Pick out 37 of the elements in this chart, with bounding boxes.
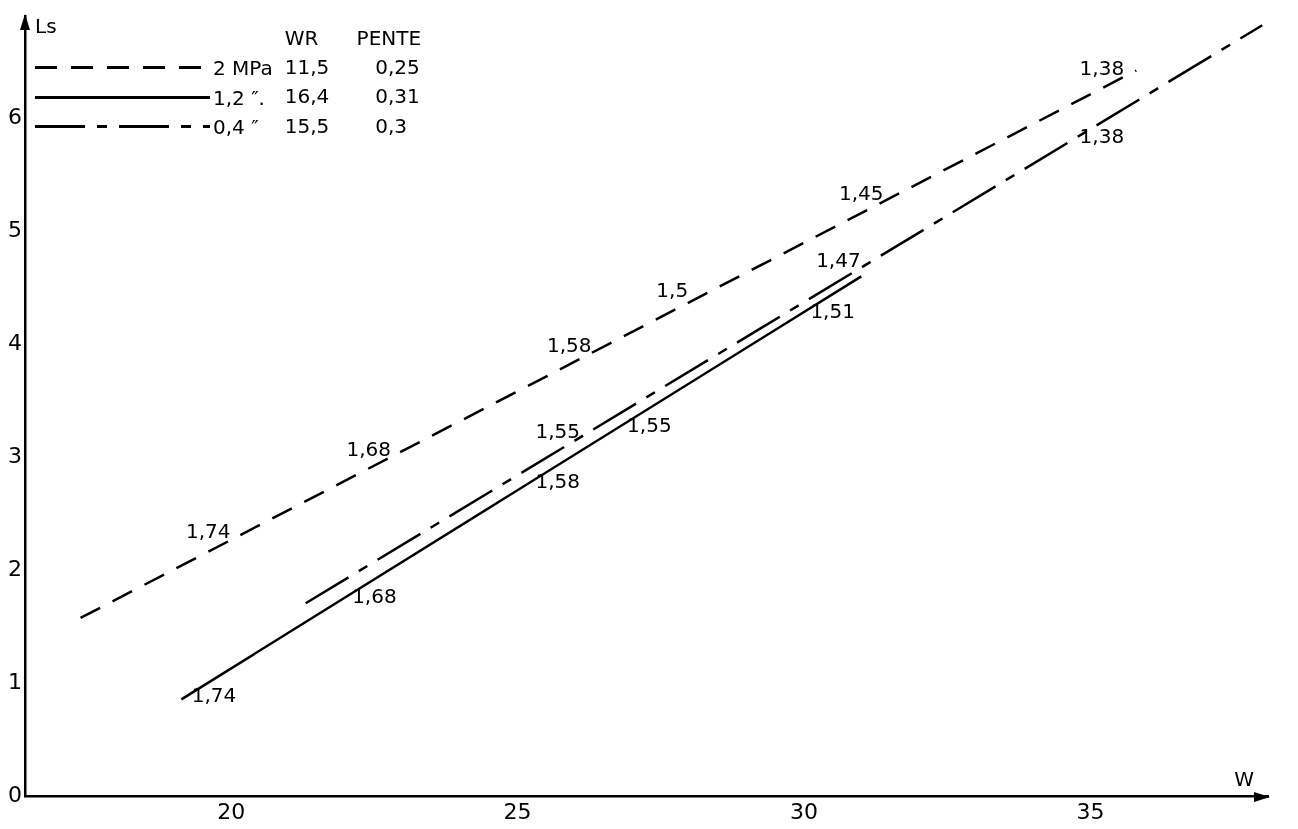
annotation: 1,51 bbox=[810, 298, 855, 323]
annotation: 1,68 bbox=[346, 436, 391, 461]
annotation: 1,74 bbox=[191, 683, 237, 708]
annotation: 1,38 bbox=[1079, 124, 1125, 149]
legend-label: 1,2 ″. bbox=[212, 85, 265, 110]
annotation: 16,4 bbox=[283, 83, 331, 111]
legend-label: 0,4 ″ bbox=[212, 114, 259, 139]
y-tick-label: 1 bbox=[8, 669, 22, 695]
annotation: 1,68 bbox=[352, 583, 397, 608]
annotation: 0,3 bbox=[374, 112, 409, 140]
y-axis-title: Ls bbox=[35, 14, 57, 39]
x-tick-label: 20 bbox=[217, 798, 246, 824]
y-tick-label: 6 bbox=[8, 103, 22, 129]
x-tick-label: 30 bbox=[790, 798, 819, 824]
annotation: 1,5 bbox=[656, 278, 689, 303]
annotation: 1,47 bbox=[816, 247, 861, 272]
y-tick-label: 5 bbox=[8, 216, 22, 242]
annotation: 1,74 bbox=[186, 519, 231, 544]
x-axis-title: W bbox=[1234, 766, 1255, 791]
y-tick-label: 2 bbox=[8, 556, 22, 582]
annotation: 15,5 bbox=[283, 112, 331, 140]
x-tick-label: 25 bbox=[503, 798, 532, 824]
annotation: 1,55 bbox=[627, 412, 672, 437]
annotation: 1,38 bbox=[1079, 55, 1125, 80]
annotation: 1,58 bbox=[535, 469, 580, 494]
annotation: 1,45 bbox=[839, 181, 884, 206]
legend-title: WR PENTE bbox=[283, 25, 423, 53]
annotation: 0,25 bbox=[374, 53, 421, 81]
y-tick-label: 3 bbox=[8, 443, 22, 469]
annotation: 0,31 bbox=[374, 83, 421, 111]
annotation: 1,58 bbox=[546, 332, 592, 357]
y-tick-label: 0 bbox=[8, 782, 22, 808]
legend-label: 2 MPa bbox=[212, 55, 273, 80]
x-tick-label: 35 bbox=[1076, 798, 1105, 824]
annotation: 11,5 bbox=[283, 53, 331, 81]
annotation: 1,55 bbox=[535, 418, 580, 443]
y-tick-label: 4 bbox=[8, 329, 22, 355]
